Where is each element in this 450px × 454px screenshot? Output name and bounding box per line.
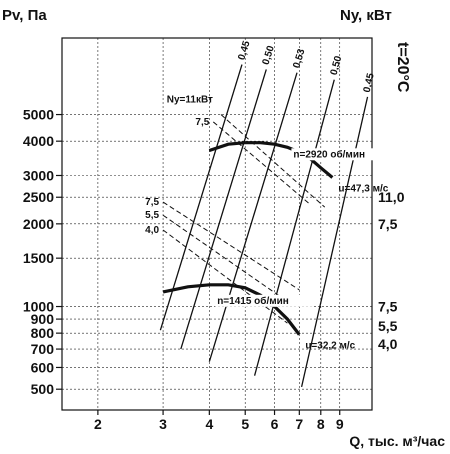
efficiency-ray <box>180 69 267 350</box>
y-tick-label: 900 <box>31 311 55 327</box>
x-tick-label: 8 <box>317 416 325 432</box>
series-line <box>162 283 301 336</box>
x-tick-label: 7 <box>295 416 303 432</box>
power-line <box>220 114 326 208</box>
gridlines <box>62 38 372 410</box>
efficiency-label: 0,53 <box>291 47 307 69</box>
y-tick-label: 800 <box>31 325 55 341</box>
x-tick-label: 4 <box>205 416 213 432</box>
y-tick-label: 4000 <box>23 133 54 149</box>
plot-frame <box>61 37 373 411</box>
x-tick-label: 9 <box>336 416 344 432</box>
y-tick-label: 700 <box>31 341 55 357</box>
y-tick-label: 2000 <box>23 216 54 232</box>
power-line-label: 4,0 <box>145 225 159 236</box>
efficiency-ray <box>159 64 243 331</box>
point-label: u=47,3 м/с <box>338 183 388 194</box>
power-line <box>162 214 295 307</box>
right-axis-label: Ny, кВт <box>340 7 392 24</box>
power-line <box>212 121 311 205</box>
right-scale-label: 7,5 <box>378 299 398 315</box>
power-line-label: 7,5 <box>195 117 209 128</box>
right-scale-label: 4,0 <box>378 336 398 352</box>
efficiency-label: 0,50 <box>329 54 345 76</box>
power-line-label: 5,5 <box>145 210 159 221</box>
y-tick-label: 1000 <box>23 299 54 315</box>
right-scale-labels: 11,0 7,5 7,5 5,5 4,0 <box>378 189 405 352</box>
y-axis-label: Pv, Па <box>2 7 47 24</box>
y-tick-label: 2500 <box>23 189 54 205</box>
right-scale-label: 5,5 <box>378 318 398 334</box>
efficiency-label: 0,45 <box>236 39 252 61</box>
temperature-label: t=20°C <box>394 42 411 93</box>
series-label: n=2920 об/мин <box>293 148 365 160</box>
y-tick-label: 3000 <box>23 167 54 183</box>
x-tick-label: 2 <box>94 416 102 432</box>
right-scale-label: 11,0 <box>378 189 405 205</box>
x-axis-label: Q, тыс. м³/час <box>349 433 445 449</box>
series-label-bg <box>215 294 314 307</box>
power-line-label: Ny=11кВт <box>167 95 213 106</box>
efficiency-ray <box>208 72 298 362</box>
y-tick-label: 1500 <box>23 250 54 266</box>
x-tick-label: 6 <box>271 416 279 432</box>
pressure-curves: n=2920 об/мин n=1415 об/мин <box>162 141 390 336</box>
x-tick-label: 3 <box>159 416 167 432</box>
series-label: n=1415 об/мин <box>217 295 289 307</box>
efficiency-label: 0,45 <box>362 72 377 94</box>
y-tick-label: 600 <box>31 359 55 375</box>
efficiency-ray <box>253 79 335 376</box>
y-tick-label: 500 <box>31 381 55 397</box>
series-line <box>208 141 334 179</box>
y-tick-label: 5000 <box>23 107 54 123</box>
point-label: u=32,2 м/с <box>305 341 355 352</box>
point-labels: u=47,3 м/с u=32,2 м/с <box>305 183 388 351</box>
right-scale-label: 7,5 <box>378 216 398 232</box>
series-label-bg <box>291 148 390 161</box>
efficiency-rays: 0,45 0,50 0,53 0,500,45 <box>159 39 377 387</box>
x-tick-label: 5 <box>241 416 249 432</box>
power-line-label: 7,5 <box>145 197 159 208</box>
power-line <box>162 201 300 291</box>
power-lines: Ny=11кВт 7,5 7,5 5,5 4,0 <box>145 95 326 324</box>
efficiency-ray <box>300 96 369 387</box>
power-line <box>162 229 288 324</box>
